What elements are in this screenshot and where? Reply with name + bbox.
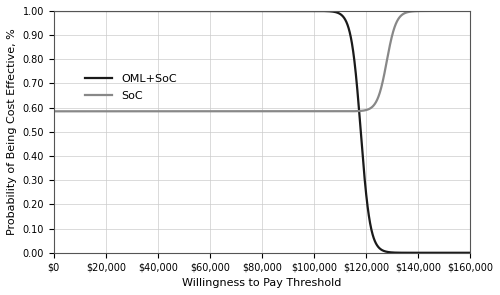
OML+SoC: [50, 9, 56, 13]
SoC: [123, 109, 129, 113]
SoC: [50, 109, 56, 113]
OML+SoC: [123, 9, 129, 13]
OML+SoC: [414, 251, 420, 255]
OML+SoC: [210, 9, 216, 13]
Line: OML+SoC: OML+SoC: [54, 11, 470, 253]
OML+SoC: [459, 251, 465, 255]
OML+SoC: [228, 9, 234, 13]
OML+SoC: [467, 251, 473, 255]
SoC: [98, 109, 104, 113]
X-axis label: Willingness to Pay Threshold: Willingness to Pay Threshold: [182, 278, 342, 288]
SoC: [228, 109, 234, 113]
SoC: [210, 109, 216, 113]
Legend: OML+SoC, SoC: OML+SoC, SoC: [80, 70, 182, 105]
SoC: [467, 9, 473, 13]
SoC: [459, 9, 465, 13]
OML+SoC: [98, 9, 104, 13]
SoC: [414, 9, 420, 13]
Y-axis label: Probability of Being Cost Effective, %: Probability of Being Cost Effective, %: [7, 29, 17, 235]
Line: SoC: SoC: [54, 11, 470, 111]
